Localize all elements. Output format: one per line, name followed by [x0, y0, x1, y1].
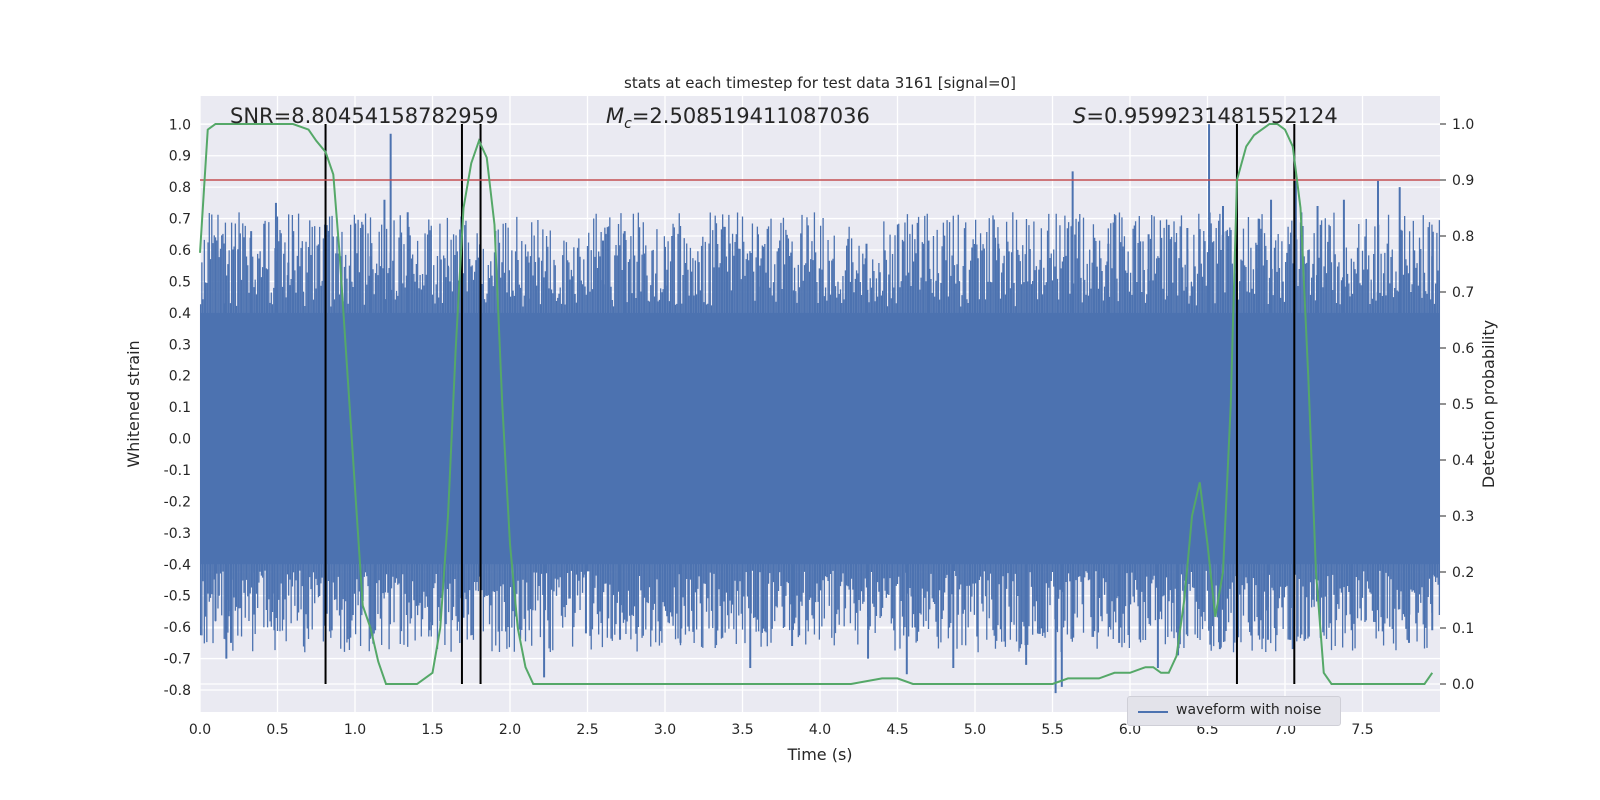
waveform-series [199, 124, 1441, 694]
y-tick-label: -0.6 [164, 620, 191, 636]
y-tick-label: -0.5 [164, 589, 191, 605]
y-axis-label-right: Detection probability [1479, 320, 1498, 488]
y-tick-label-right: 0.3 [1452, 509, 1474, 525]
chirp-mass-value: =2.508519411087036 [632, 104, 870, 128]
y-tick-label: -0.3 [164, 526, 191, 542]
y-axis-label: Whitened strain [124, 340, 143, 467]
x-tick-label: 4.5 [886, 722, 908, 738]
y-tick-label: 0.6 [169, 243, 191, 259]
y-tick-label: 0.1 [169, 400, 191, 416]
y-tick-label: -0.1 [164, 463, 191, 479]
y-tick-label-right: 0.7 [1452, 285, 1474, 301]
chart-title: stats at each timestep for test data 316… [624, 74, 1016, 92]
x-axis-label: Time (s) [786, 745, 852, 764]
y-tick-label: -0.4 [164, 557, 191, 573]
score-symbol: S [1073, 104, 1086, 128]
x-tick-label: 3.5 [731, 722, 753, 738]
x-tick-label: 0.5 [266, 722, 288, 738]
legend-line-swatch [1138, 711, 1168, 713]
y-tick-label-right: 0.2 [1452, 565, 1474, 581]
y-tick-label-right: 0.6 [1452, 341, 1474, 357]
y-tick-label: 0.4 [169, 306, 191, 322]
legend: waveform with noise [1127, 696, 1341, 726]
x-tick-label: 1.5 [421, 722, 443, 738]
chirp-mass-annotation: Mc=2.508519411087036 [606, 104, 870, 132]
x-tick-label: 5.5 [1041, 722, 1063, 738]
legend-label: waveform with noise [1176, 702, 1322, 718]
y-tick-label: 0.2 [169, 369, 191, 385]
snr-annotation: SNR=8.80454158782959 [230, 104, 498, 128]
chirp-mass-symbol: M [606, 104, 624, 128]
x-tick-label: 3.0 [654, 722, 676, 738]
y-tick-label-right: 0.8 [1452, 229, 1474, 245]
x-tick-label: 5.0 [964, 722, 986, 738]
y-tick-label: -0.7 [164, 652, 191, 668]
probability-series [199, 123, 1434, 685]
score-annotation: S=0.9599231481552124 [1073, 104, 1338, 128]
y-tick-label: -0.2 [164, 494, 191, 510]
x-tick-label: 0.0 [189, 722, 211, 738]
y-tick-label: -0.8 [164, 683, 191, 699]
x-tick-label: 6.0 [1119, 722, 1141, 738]
y-tick-label-right: 0.1 [1452, 621, 1474, 637]
y-tick-label-right: 0.4 [1452, 453, 1474, 469]
vertical-markers [324, 124, 1296, 684]
y-tick-label: 0.0 [169, 432, 191, 448]
x-tick-label: 2.5 [576, 722, 598, 738]
x-tick-label: 6.5 [1196, 722, 1218, 738]
y-tick-label: 0.3 [169, 337, 191, 353]
y-ticks-right: 1.0 0.9 0.8 0.7 0.6 0.5 0.4 0.3 0.2 0.1 0.0 [1440, 117, 1474, 693]
y-tick-label-right: 1.0 [1452, 117, 1474, 133]
y-tick-label: 0.7 [169, 212, 191, 228]
x-tick-label: 7.5 [1351, 722, 1373, 738]
waveform-dense-band [200, 312, 1440, 565]
chirp-mass-subscript: c [624, 116, 632, 132]
y-tick-label: 1.0 [169, 117, 191, 133]
y-tick-label-right: 0.5 [1452, 397, 1474, 413]
y-tick-label: 0.9 [169, 149, 191, 165]
y-tick-label: 0.8 [169, 180, 191, 196]
y-tick-label: 0.5 [169, 274, 191, 290]
y-ticks: 1.0 0.9 0.8 0.7 0.6 0.5 0.4 0.3 0.2 0.1 0.0 -0.1 -0.… [164, 117, 191, 699]
x-tick-label: 7.0 [1274, 722, 1296, 738]
y-tick-label-right: 0.0 [1452, 677, 1474, 693]
x-tick-label: 1.0 [344, 722, 366, 738]
x-tick-label: 2.0 [499, 722, 521, 738]
y-tick-label-right: 0.9 [1452, 173, 1474, 189]
x-ticks: 0.0 0.5 1.0 1.5 2.0 2.5 3.0 3.5 4.0 4.5 5.0 5.5 6.0 6… [189, 722, 1374, 738]
x-tick-label: 4.0 [809, 722, 831, 738]
score-value: =0.9599231481552124 [1086, 104, 1337, 128]
